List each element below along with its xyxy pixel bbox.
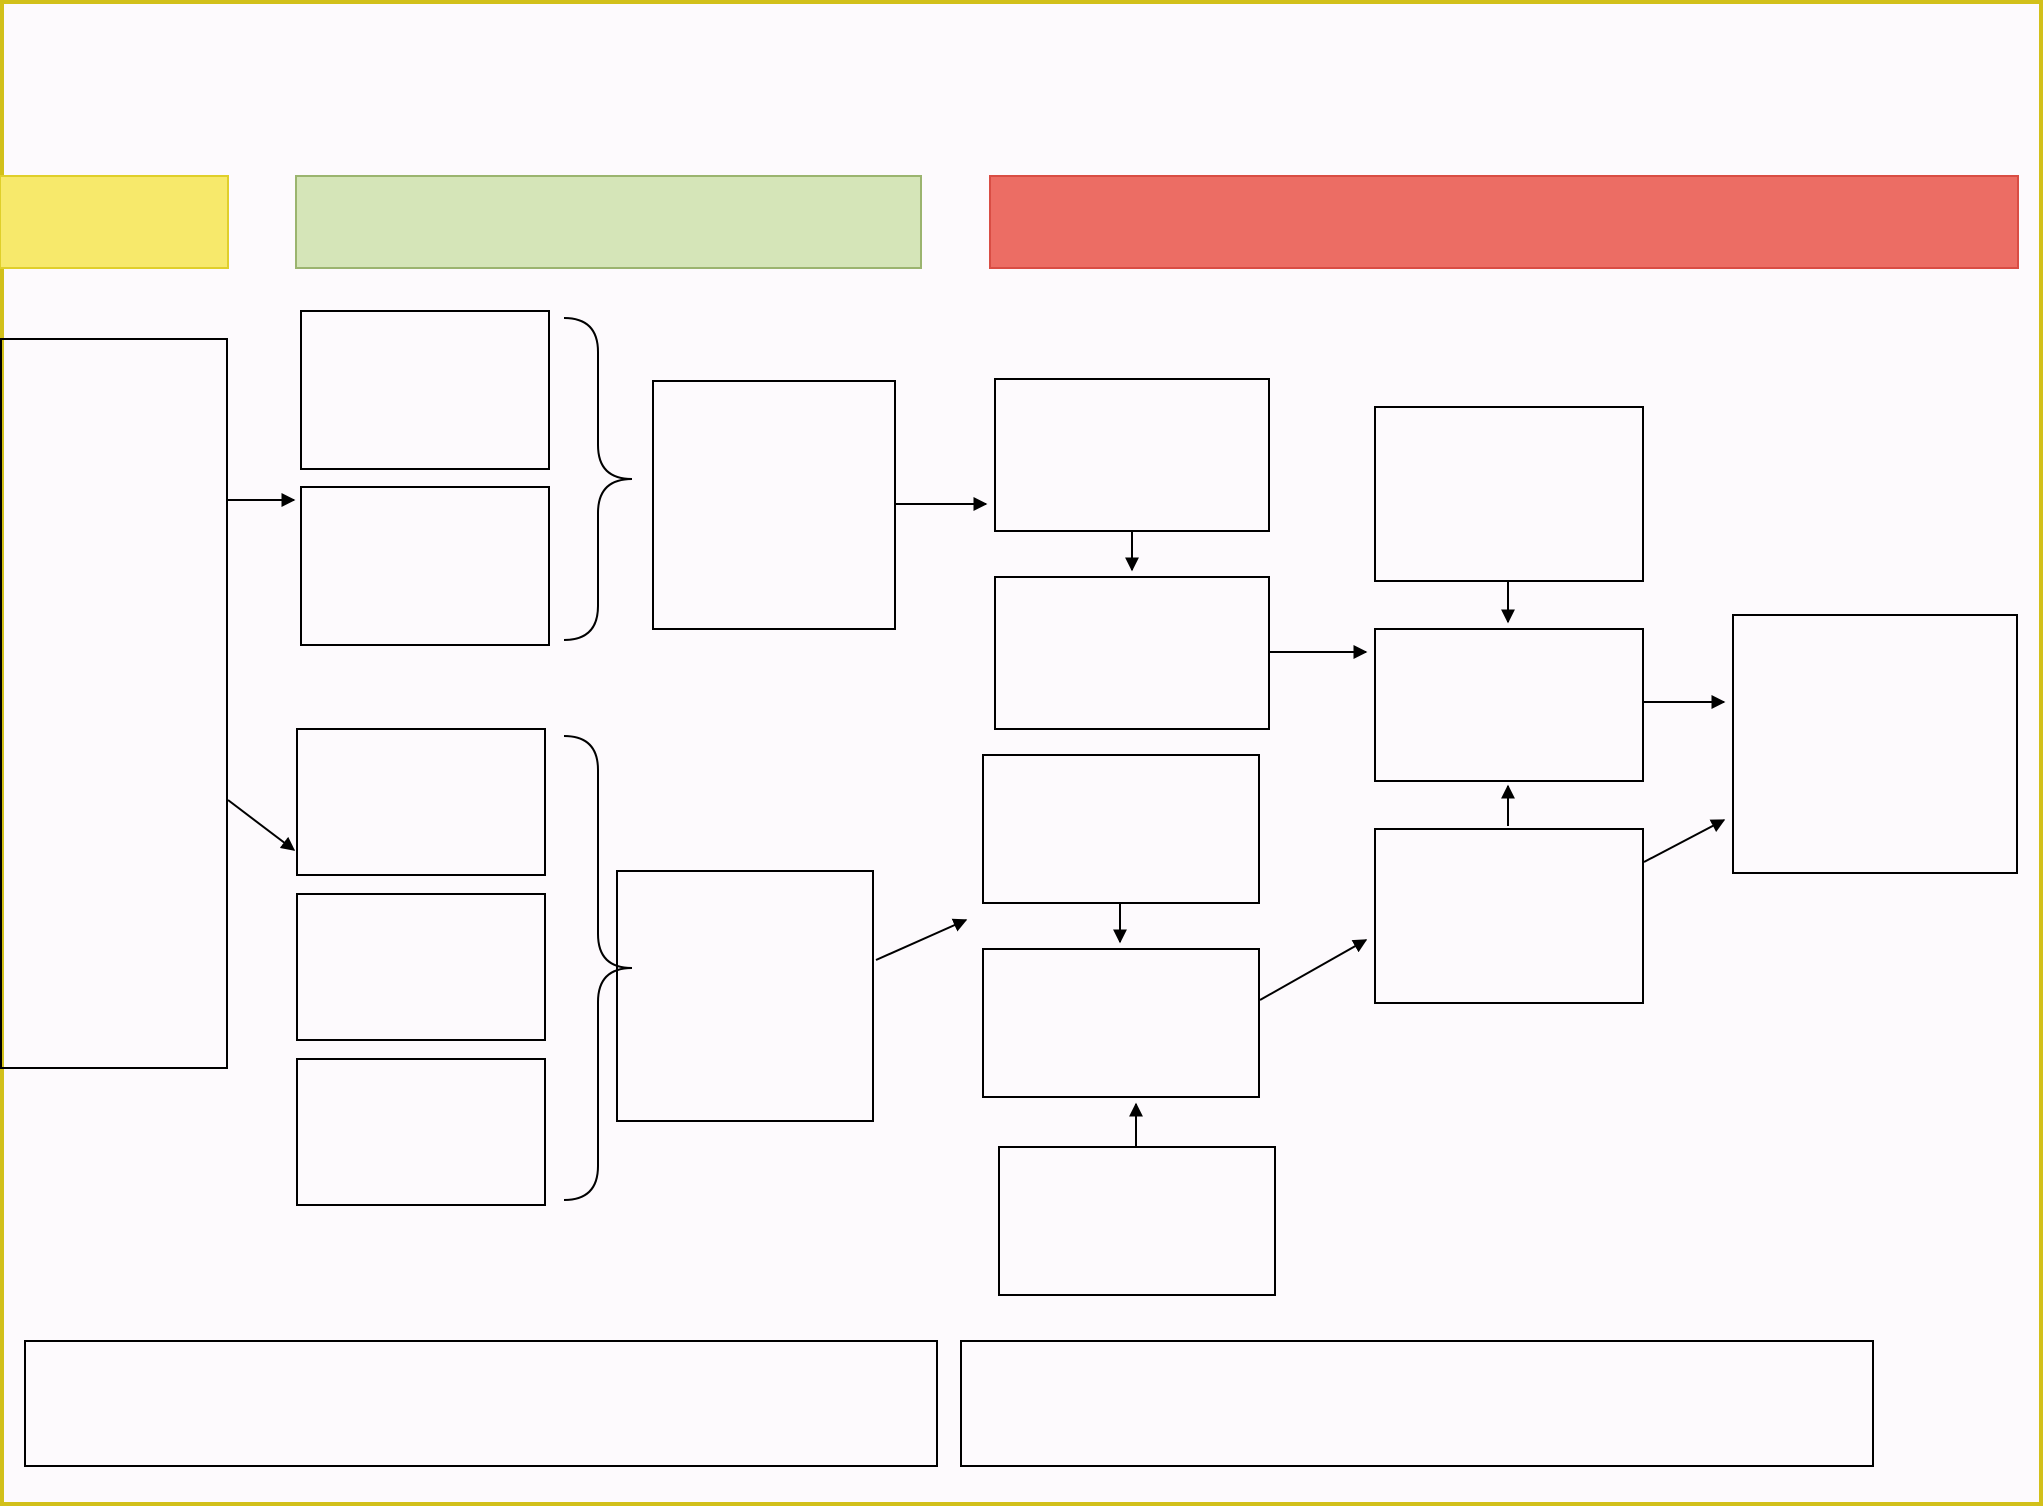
node-c2 (994, 576, 1270, 730)
node-foot2 (960, 1340, 1874, 1467)
header-green (296, 176, 921, 268)
node-d3 (1374, 828, 1644, 1004)
header-yellow (0, 176, 228, 268)
node-d1 (1374, 406, 1644, 582)
node-src (0, 338, 228, 1069)
node-c4 (982, 948, 1260, 1098)
e-d3-out (1644, 820, 1724, 862)
node-a1 (300, 310, 550, 470)
node-grpA (652, 380, 896, 630)
node-d2 (1374, 628, 1644, 782)
node-b2 (296, 893, 546, 1041)
diagram-canvas (0, 0, 2043, 1506)
node-a2 (300, 486, 550, 646)
e-src-b (228, 800, 294, 850)
node-c5 (998, 1146, 1276, 1296)
header-red (990, 176, 2018, 268)
brace-top (564, 318, 632, 640)
e-grpB-c3 (876, 920, 966, 960)
node-c1 (994, 378, 1270, 532)
node-grpB (616, 870, 874, 1122)
e-c4-d3 (1260, 940, 1366, 1000)
node-out (1732, 614, 2018, 874)
node-b3 (296, 1058, 546, 1206)
node-foot1 (24, 1340, 938, 1467)
node-c3 (982, 754, 1260, 904)
node-b1 (296, 728, 546, 876)
